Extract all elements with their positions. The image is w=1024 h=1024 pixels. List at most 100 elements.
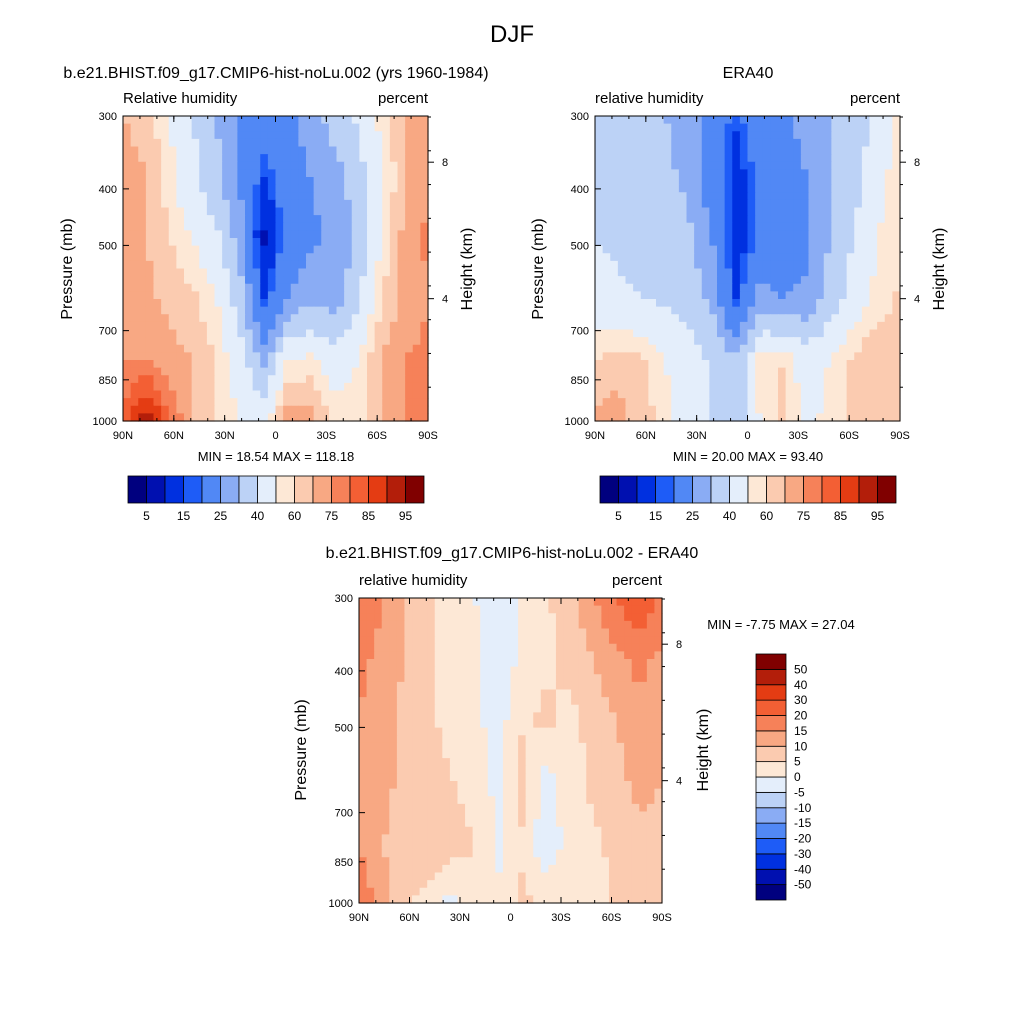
contour-cell [646, 750, 656, 759]
panel-difference: b.e21.BHIST.f09_g17.CMIP6-hist-noLu.002 … [293, 545, 855, 924]
contour-cell [465, 773, 474, 782]
contour-cell [420, 276, 429, 285]
contour-cell [646, 651, 656, 660]
contour-cell [616, 704, 625, 713]
contour-cell [555, 819, 565, 828]
contour-cell [616, 765, 625, 774]
contour-cell [138, 360, 147, 369]
y-right-tick-label: 4 [914, 294, 920, 306]
contour-cell [229, 192, 238, 201]
contour-cell [397, 146, 406, 155]
contour-cell [578, 811, 587, 820]
contour-cell [480, 864, 489, 874]
contour-cell [656, 154, 665, 163]
contour-cell [884, 131, 893, 140]
contour-cell [823, 245, 832, 254]
contour-cell [123, 177, 132, 186]
contour-cell [420, 268, 429, 277]
contour-cell [206, 238, 216, 247]
contour-cell [778, 161, 787, 170]
contour-cell [252, 154, 261, 163]
contour-cell [563, 727, 572, 736]
contour-cell [518, 750, 527, 759]
contour-cell [854, 238, 863, 247]
contour-cell [755, 306, 764, 315]
contour-cell [831, 360, 840, 369]
contour-cell [846, 116, 855, 125]
contour-cell [138, 390, 147, 399]
contour-cell [639, 681, 648, 691]
contour-cell [275, 344, 284, 353]
contour-cell [656, 367, 665, 376]
contour-cell [404, 666, 413, 675]
contour-cell [510, 689, 519, 698]
contour-cell [823, 344, 832, 353]
contour-cell [199, 207, 208, 216]
contour-cell [646, 735, 656, 744]
contour-cell [555, 712, 565, 721]
contour-cell [344, 306, 353, 315]
contour-cell [412, 321, 421, 331]
contour-cell [465, 842, 474, 851]
contour-cell [648, 405, 657, 414]
contour-cell [214, 306, 223, 315]
contour-cell [412, 238, 421, 247]
contour-cell [168, 207, 177, 216]
contour-cell [648, 306, 657, 315]
contour-cell [374, 613, 383, 622]
contour-cell [816, 306, 825, 315]
contour-cell [571, 674, 580, 683]
contour-cell [656, 314, 665, 323]
contour-cell [161, 207, 170, 216]
contour-cell [374, 154, 383, 163]
contour-cell [381, 872, 390, 881]
contour-cell [616, 636, 625, 645]
contour-cell [359, 819, 368, 828]
contour-cell [420, 329, 429, 338]
contour-cell [374, 880, 383, 889]
contour-cell [640, 161, 649, 170]
contour-cell [359, 306, 368, 315]
contour-cell [709, 116, 718, 125]
contour-cell [389, 314, 399, 323]
contour-cell [487, 872, 496, 881]
contour-cell [412, 819, 421, 828]
contour-cell [854, 260, 863, 270]
contour-cell [366, 872, 375, 881]
contour-cell [593, 750, 603, 759]
contour-cell [823, 390, 832, 399]
contour-cell [656, 169, 665, 178]
contour-cell [800, 291, 810, 300]
contour-cell [344, 177, 353, 186]
contour-cell [533, 697, 542, 706]
contour-cell [184, 352, 193, 361]
contour-cell [625, 413, 634, 422]
contour-cell [518, 872, 527, 881]
contour-cell [184, 329, 193, 338]
contour-cell [593, 880, 603, 889]
contour-cell [646, 781, 656, 790]
x-tick-label: 60N [164, 430, 184, 442]
contour-cell [656, 405, 665, 414]
contour-cell [540, 750, 549, 759]
contour-cell [290, 161, 299, 170]
contour-cell [260, 291, 269, 300]
contour-cell [616, 735, 625, 744]
contour-cell [214, 253, 223, 262]
contour-cell [616, 880, 625, 889]
contour-cell [617, 215, 627, 224]
contour-cell [877, 367, 886, 376]
contour-cell [648, 337, 657, 346]
contour-cell [367, 382, 376, 392]
contour-cell [153, 184, 162, 193]
contour-cell [434, 811, 443, 820]
contour-cell [831, 184, 840, 193]
contour-cell [321, 260, 330, 270]
contour-cell [382, 238, 391, 247]
contour-cell [633, 154, 642, 163]
contour-cell [252, 314, 261, 323]
contour-cell [808, 238, 817, 247]
contour-cell [397, 352, 406, 361]
contour-cell [656, 306, 665, 315]
contour-cell [624, 811, 633, 820]
